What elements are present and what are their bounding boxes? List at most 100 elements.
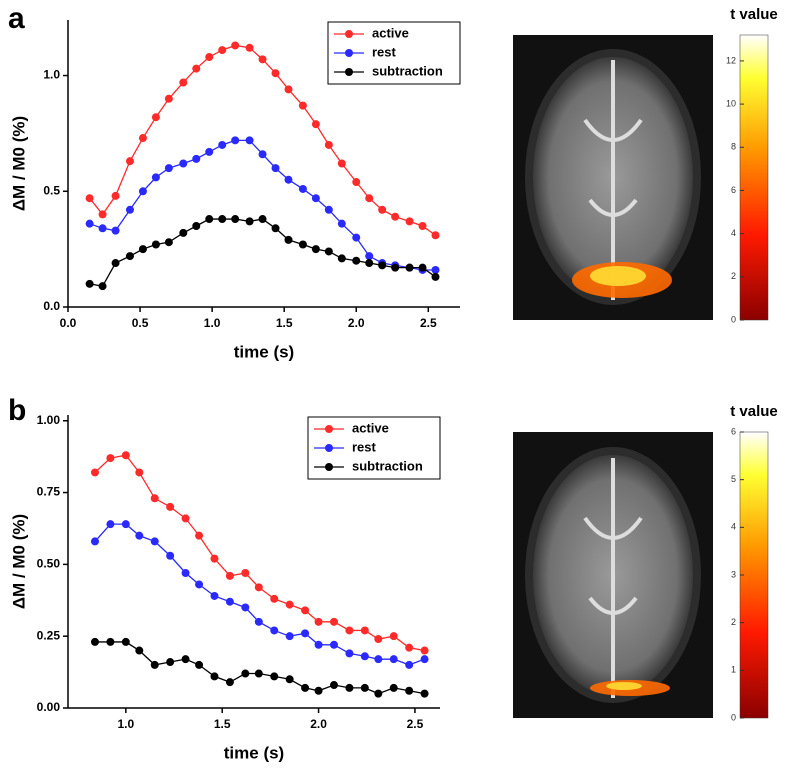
data-point [210,554,219,563]
legend-label: subtraction [372,63,443,78]
data-point [85,219,94,228]
data-point [314,617,323,626]
data-point [360,683,369,692]
data-point [311,120,320,129]
panel-label: b [8,394,26,427]
data-point [245,43,254,52]
data-point [192,64,201,73]
data-point [164,238,173,247]
data-point [225,571,234,580]
colorbar-tick-label: 3 [731,569,736,579]
data-point [270,626,279,635]
legend-label: active [372,25,409,40]
data-point [138,245,147,254]
data-point [166,658,175,667]
data-point [389,683,398,692]
legend-marker [345,30,353,38]
data-point [405,643,414,652]
legend-label: active [352,420,389,435]
data-point [150,660,159,669]
data-point [301,683,310,692]
data-point [405,660,414,669]
data-point [164,94,173,103]
data-point [254,583,263,592]
brain-image [513,35,713,718]
legend-marker [345,49,353,57]
data-point [314,640,323,649]
x-tick-label: 1.0 [117,717,134,731]
data-point [241,568,250,577]
colorbar [739,431,769,719]
colorbar-tick-label: 4 [731,522,736,532]
data-point [111,191,120,200]
colorbar-tick-label: 12 [726,55,736,65]
legend-label: rest [372,44,397,59]
data-point [205,53,214,62]
x-tick-label: 2.0 [348,316,365,330]
colorbar-tick-label: 1 [731,665,736,675]
data-point [166,502,175,511]
data-point [324,247,333,256]
x-axis-title: time (s) [224,743,284,762]
data-point [151,173,160,182]
data-point [135,531,144,540]
x-tick-label: 0.0 [60,316,77,330]
data-point [285,600,294,609]
x-axis-title: time (s) [234,342,294,361]
data-point [431,272,440,281]
data-point [245,217,254,226]
data-point [218,140,227,149]
data-point [241,669,250,678]
legend-marker [325,444,333,452]
data-point [360,626,369,635]
data-point [258,55,267,64]
data-point [284,175,293,184]
colorbar-title: t value [730,6,778,23]
data-point [352,178,361,187]
data-point [111,259,120,268]
data-point [431,231,440,240]
colorbar-tick-label: 2 [731,617,736,627]
data-point [301,629,310,638]
data-point [98,210,107,219]
colorbar-tick-label: 5 [731,474,736,484]
data-point [391,212,400,221]
colorbar-tick-label: 8 [731,142,736,152]
data-point [270,594,279,603]
data-point [210,672,219,681]
data-point [284,235,293,244]
data-point [270,672,279,681]
data-point [135,646,144,655]
x-tick-label: 2.0 [310,717,327,731]
colorbar-tick-label: 0 [731,314,736,324]
data-point [90,637,99,646]
data-point [405,217,414,226]
colorbar-tick-label: 6 [731,426,736,436]
data-point [405,686,414,695]
data-point [431,265,440,274]
data-point [85,194,94,203]
data-point [374,655,383,664]
data-point [98,224,107,233]
y-tick-label: 0.75 [37,485,61,499]
data-point [106,520,115,529]
data-point [205,147,214,156]
data-point [231,215,240,224]
data-point [311,245,320,254]
colorbar-tick-label: 2 [731,271,736,281]
data-point [329,681,338,690]
colorbar-tick-label: 10 [726,98,736,108]
data-point [271,224,280,233]
data-point [164,164,173,173]
data-point [352,233,361,242]
x-tick-label: 2.5 [407,717,424,731]
data-point [365,252,374,261]
data-point [345,683,354,692]
data-point [181,568,190,577]
data-point [418,263,427,272]
data-point [374,635,383,644]
data-point [90,468,99,477]
data-point [125,205,134,214]
data-point [298,184,307,193]
y-axis-title: ΔM / M0 (%) [9,514,28,609]
